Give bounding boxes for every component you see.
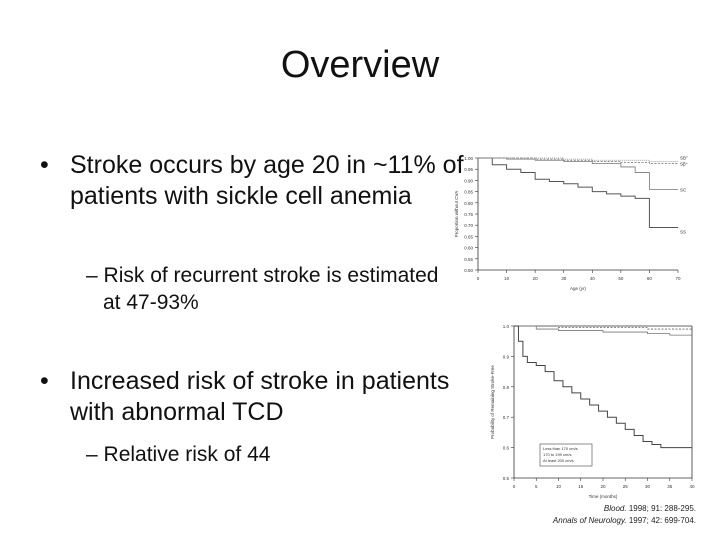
legend-entry: 170 to 199 cm/s — [543, 452, 571, 457]
series-line — [514, 325, 692, 449]
y-tick-label: 0.7 — [503, 415, 510, 420]
bullet-glyph: • — [40, 367, 49, 395]
x-tick-label: 0 — [513, 484, 516, 489]
citations: Blood. 1998; 91: 288-295. Annals of Neur… — [553, 503, 696, 527]
stroke-free-by-age-chart: 1.00 0.95 0.90 0.85 0.80 0.75 0.70 0.65 0.60 0.55… — [454, 156, 689, 291]
series-label: Sβ⁺ — [680, 161, 689, 166]
x-tick-label: 40 — [689, 484, 695, 489]
bullet-text: Stroke occurs by age 20 in ~11% of patie… — [70, 151, 464, 210]
x-tick-label: 35 — [667, 484, 673, 489]
y-tick-label: 0.70 — [464, 223, 473, 228]
x-tick-label: 60 — [647, 276, 653, 281]
y-tick-label: 0.9 — [503, 354, 510, 359]
stroke-free-by-tcd-chart: 1.0 0.9 0.8 0.7 0.6 0.50 5 10 15 20 25 30 35 40 Probab… — [490, 324, 695, 499]
series-label: SS — [680, 229, 686, 234]
x-axis-label: Age (yr) — [570, 286, 587, 291]
series-line — [478, 157, 678, 228]
series-line — [514, 325, 692, 330]
x-tick-label: 15 — [578, 484, 584, 489]
x-tick-label: 40 — [590, 276, 596, 281]
x-tick-label: 20 — [533, 276, 539, 281]
y-tick-label: 0.65 — [464, 234, 473, 239]
x-tick-label: 0 — [477, 276, 480, 281]
slide-title: Overview — [280, 44, 440, 86]
series-line — [478, 157, 678, 162]
y-tick-label: 0.8 — [503, 385, 510, 390]
sub-bullet-recurrent-stroke: – Risk of recurrent stroke is estimated … — [86, 262, 443, 316]
y-tick-label: 0.5 — [503, 476, 510, 481]
x-tick-label: 20 — [600, 484, 606, 489]
y-tick-label: 0.75 — [464, 212, 473, 217]
bullet-glyph: • — [40, 151, 49, 179]
legend-box — [539, 443, 593, 467]
x-tick-label: 50 — [618, 276, 624, 281]
x-tick-label: 30 — [561, 276, 567, 281]
x-tick-label: 10 — [504, 276, 510, 281]
x-tick-label: 30 — [645, 484, 651, 489]
y-axis-label: Probability of Remaining Stroke-Free — [490, 365, 495, 439]
y-tick-label: 0.95 — [464, 167, 473, 172]
x-tick-label: 70 — [675, 276, 681, 281]
y-tick-label: 0.50 — [464, 268, 473, 273]
y-tick-label: 0.55 — [464, 257, 473, 262]
bullet-text: Increased risk of stroke in patients wit… — [70, 367, 450, 426]
series-label: SC — [680, 187, 687, 192]
series-label: SB° — [680, 156, 688, 161]
y-tick-label: 0.60 — [464, 246, 473, 251]
y-tick-label: 1.0 — [503, 324, 510, 329]
y-tick-label: 0.85 — [464, 190, 473, 195]
y-tick-label: 0.80 — [464, 201, 473, 206]
y-tick-label: 0.90 — [464, 178, 473, 183]
citation-annals: Annals of Neurology. 1997; 42: 699-704. — [552, 516, 696, 525]
legend-entry: At least 200 cm/s — [543, 458, 574, 463]
y-axis-label: Proportion without CVA — [454, 191, 459, 237]
legend-entry: Less than 170 cm/s — [543, 446, 578, 451]
x-axis-label: Time (months) — [589, 494, 618, 499]
series-line — [514, 325, 692, 336]
y-tick-label: 0.6 — [503, 446, 510, 451]
sub-glyph: – — [86, 443, 98, 466]
x-tick-label: 25 — [623, 484, 629, 489]
sub-glyph: – — [86, 264, 98, 287]
x-tick-label: 5 — [535, 484, 538, 489]
sub-bullet-text: Risk of recurrent stroke is estimated at… — [103, 264, 439, 314]
bullet-stroke-occurrence: • Stroke occurs by age 20 in ~11% of pati… — [40, 150, 470, 212]
sub-bullet-relative-risk: – Relative risk of 44 — [86, 441, 443, 468]
y-tick-label: 1.00 — [464, 156, 473, 161]
citation-blood: Blood. 1998; 91: 288-295. — [603, 504, 696, 513]
sub-bullet-text: Relative risk of 44 — [103, 443, 271, 466]
bullet-abnormal-tcd: • Increased risk of stroke in patients wi… — [40, 366, 470, 428]
series-line — [478, 157, 678, 190]
x-tick-label: 10 — [556, 484, 562, 489]
